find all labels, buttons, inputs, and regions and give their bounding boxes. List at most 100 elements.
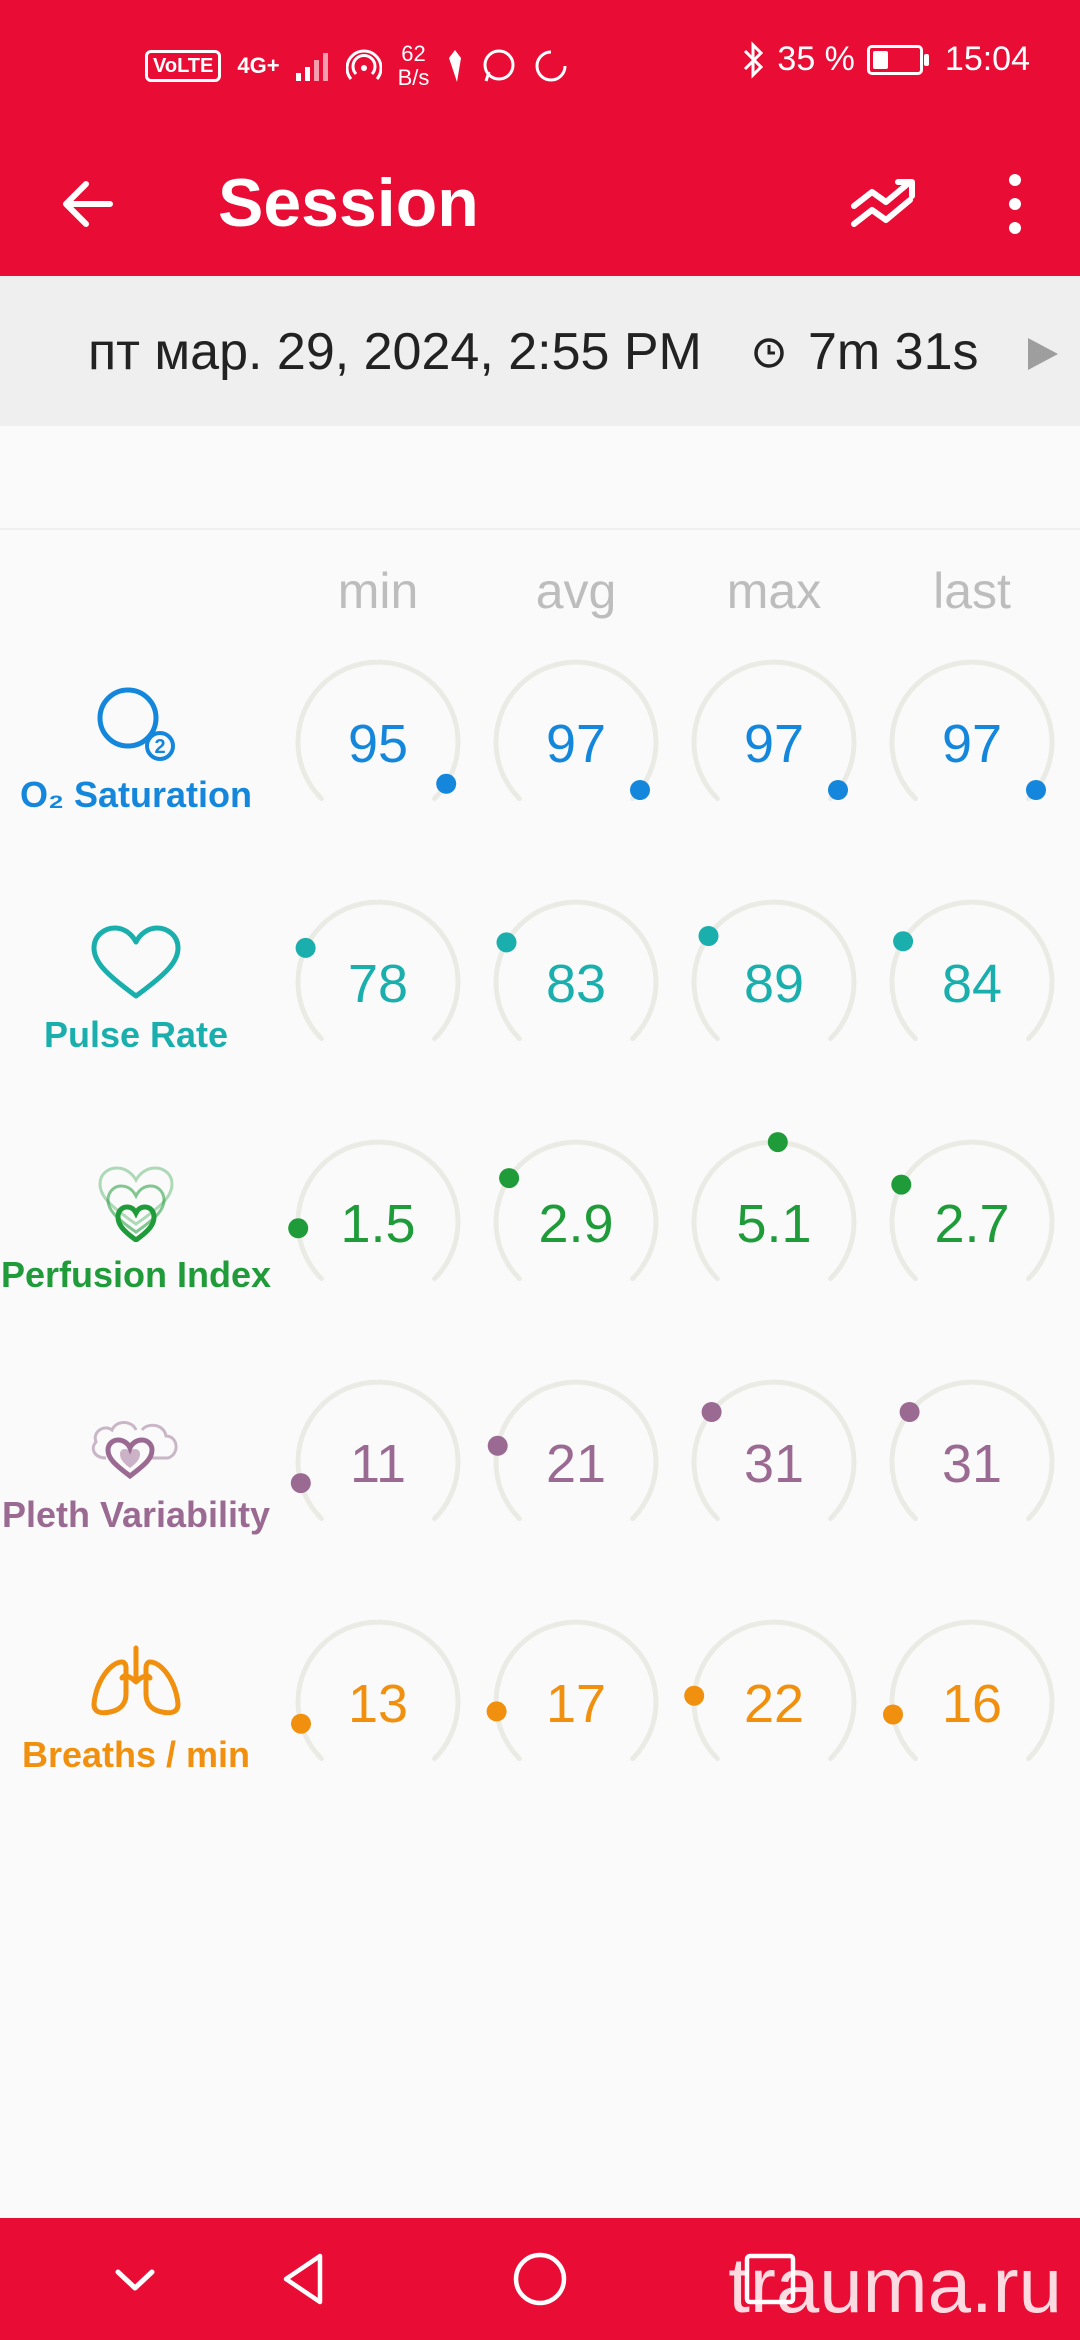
gauge-value: 22	[743, 1674, 805, 1734]
gauge-value: 83	[545, 954, 607, 1014]
gauge-min: 78	[288, 892, 468, 1072]
gauge-value: 97	[743, 714, 805, 774]
chevron-down-icon[interactable]	[100, 2244, 170, 2314]
whatsapp-icon	[483, 49, 515, 82]
session-info-bar: пт мар. 29, 2024, 2:55 PM 7m 31s	[0, 276, 1080, 426]
gauge-arc	[487, 1379, 659, 1522]
gauge-value: 31	[941, 1434, 1003, 1494]
gauge-max: 97	[684, 652, 864, 832]
gauge-min: 13	[288, 1612, 468, 1792]
column-header-max: max	[726, 563, 822, 619]
gauge-last: 16	[882, 1612, 1062, 1792]
gauge-value: 17	[545, 1674, 607, 1734]
gauge-value: 1.5	[340, 1194, 416, 1254]
gauge-arc	[889, 659, 1055, 802]
network-type: 4G+	[237, 53, 280, 78]
clock-time: 15:04	[944, 40, 1030, 78]
metric-row: Perfusion Index 1.5 2.9 5.1 2.7	[0, 1132, 1080, 1372]
svg-text:2: 2	[154, 736, 165, 758]
play-icon[interactable]	[1022, 334, 1062, 374]
gauge-value: 11	[349, 1434, 407, 1494]
gauge-arc	[295, 899, 461, 1042]
gauge-indicator-dot	[291, 1713, 311, 1734]
gauge-max: 31	[684, 1372, 864, 1552]
gauge-indicator-dot	[698, 926, 719, 946]
metric-label: O₂ Saturation	[19, 774, 252, 815]
gauge-value: 2.9	[538, 1194, 614, 1254]
gauge-arc	[691, 659, 857, 802]
gauge-arc	[889, 1139, 1055, 1282]
o2-saturation-icon: 2	[97, 687, 175, 761]
gauge-arc	[691, 1132, 857, 1282]
gauge-arc	[493, 1139, 659, 1282]
nav-back-icon[interactable]	[272, 2244, 342, 2314]
watermark: trauma.ru	[728, 2241, 1062, 2329]
column-header-avg: avg	[535, 563, 617, 619]
column-header-last: last	[933, 563, 1011, 619]
gauge-indicator-dot	[288, 1218, 309, 1239]
gauge-arc	[493, 659, 659, 802]
gauge-value: 2.7	[934, 1194, 1010, 1254]
gauge-value: 21	[545, 1434, 607, 1494]
gauge-value: 95	[347, 714, 409, 774]
network-speed: 62 B/s	[398, 42, 430, 90]
metric-label: Pleth Variability	[1, 1494, 271, 1535]
gauge-value: 97	[545, 714, 607, 774]
gauge-indicator-dot	[630, 780, 650, 800]
gauge-indicator-dot	[290, 1473, 311, 1494]
battery-percent: 35 %	[777, 40, 855, 78]
volte-badge: VoLTE	[145, 50, 222, 82]
gauge-value: 89	[743, 954, 805, 1014]
gauge-arc	[691, 899, 857, 1042]
gauge-value: 84	[941, 954, 1003, 1014]
gauge-value: 97	[941, 714, 1003, 774]
gauge-indicator-dot	[701, 1402, 722, 1422]
gauge-arc	[295, 659, 461, 802]
status-bar: VoLTE 4G+ 62 B/s 35 % 15:	[0, 0, 1080, 130]
gauge-avg: 97	[486, 652, 666, 832]
divider	[0, 528, 1080, 530]
session-date: пт мар. 29, 2024, 2:55 PM	[88, 323, 702, 381]
gauge-arc	[684, 1619, 857, 1762]
nav-recents-icon[interactable]	[735, 2244, 805, 2314]
gauge-arc	[889, 1379, 1055, 1522]
signal-icon	[295, 53, 328, 81]
metric-label: Perfusion Index	[0, 1254, 272, 1295]
gauge-indicator-dot	[499, 1168, 520, 1189]
gauge-arc	[883, 1619, 1055, 1762]
metric-label: Pulse Rate	[43, 1014, 229, 1055]
clock-icon	[754, 338, 784, 368]
session-duration: 7m 31s	[808, 323, 979, 381]
metric-row: Pulse Rate 78 83 89 84	[0, 892, 1080, 1132]
gauge-arc	[493, 899, 659, 1042]
gauge-avg: 17	[486, 1612, 666, 1792]
battery-icon	[866, 44, 929, 75]
gauge-indicator-dot	[899, 1402, 920, 1422]
gauge-last: 97	[882, 652, 1062, 832]
gauge-arc	[288, 1139, 461, 1282]
gauge-max: 5.1	[684, 1132, 864, 1312]
perfusion-icon	[98, 1166, 174, 1242]
trend-chart-icon[interactable]	[850, 166, 926, 242]
column-header-min: min	[337, 563, 419, 619]
gauge-indicator-dot	[883, 1704, 903, 1725]
gauge-indicator-dot	[1026, 780, 1046, 800]
gauge-value: 5.1	[736, 1194, 812, 1254]
more-options-icon[interactable]	[990, 166, 1040, 242]
gauge-min: 1.5	[288, 1132, 468, 1312]
gauge-arc	[291, 1619, 461, 1762]
gauge-min: 95	[288, 652, 468, 832]
pleth-variability-icon	[91, 1421, 178, 1480]
gauge-indicator-dot	[893, 931, 914, 952]
gauge-indicator-dot	[767, 1132, 788, 1153]
nav-home-icon[interactable]	[505, 2244, 575, 2314]
back-arrow-icon[interactable]	[52, 168, 124, 240]
heart-icon	[91, 925, 181, 999]
gauge-value: 78	[347, 954, 409, 1014]
app-bar: Session	[0, 130, 1080, 276]
gauge-indicator-dot	[295, 937, 316, 958]
gauge-value: 13	[347, 1674, 409, 1734]
gauge-arc	[290, 1379, 461, 1522]
gauge-indicator-dot	[828, 780, 848, 800]
gauge-indicator-dot	[486, 1701, 507, 1722]
